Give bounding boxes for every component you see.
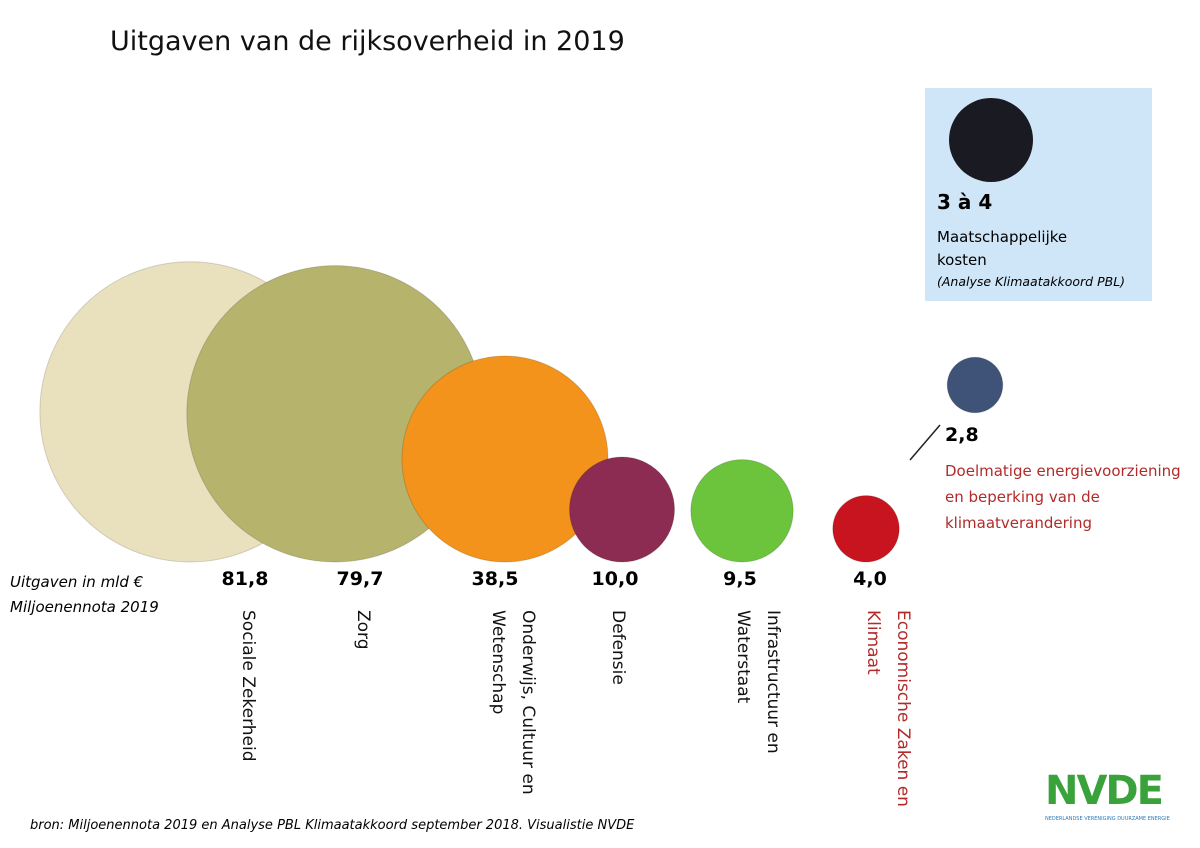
extra-label: Doelmatige energievoorziening en beperki… — [945, 462, 1181, 532]
category-label: Defensie — [608, 610, 628, 685]
fruit — [832, 495, 900, 563]
logo: NVDE — [1045, 768, 1164, 814]
category-label: Infrastructuur en Waterstaat — [733, 610, 783, 754]
value-label: 79,7 — [336, 568, 384, 590]
value-label: 81,8 — [221, 568, 269, 590]
berry-icon — [949, 98, 1033, 182]
chart-title: Uitgaven van de rijksoverheid in 2019 — [110, 26, 625, 57]
box-value: 3 à 4 — [937, 190, 993, 214]
fruit — [690, 459, 794, 563]
category-label: Sociale Zekerheid — [238, 610, 258, 762]
category-label: Zorg — [353, 610, 373, 650]
cost-box: 3 à 4 Maatschappelijke kosten (Analyse K… — [925, 88, 1152, 301]
box-text: Maatschappelijke kosten — [937, 228, 1068, 269]
axis-label-line: Miljoenennota 2019 — [10, 598, 159, 616]
value-label: 10,0 — [591, 568, 639, 590]
fruit — [569, 456, 675, 563]
blackberry — [949, 98, 1033, 182]
value-label: 38,5 — [471, 568, 519, 590]
category-label: Economische Zaken en Klimaat — [863, 610, 913, 807]
category-label: Onderwijs, Cultuur en Wetenschap — [488, 610, 538, 795]
source: bron: Miljoenennota 2019 en Analyse PBL … — [30, 818, 635, 833]
pointer-line — [909, 424, 941, 461]
axis-label-line: Uitgaven in mld € — [10, 573, 144, 591]
axis-label: Uitgaven in mld € Miljoenennota 2019 — [10, 570, 159, 620]
extra-value: 2,8 — [945, 424, 979, 446]
logo-subtitle: NEDERLANDSE VERENIGING DUURZAME ENERGIE — [1045, 816, 1170, 822]
value-label: 9,5 — [723, 568, 757, 590]
fruit — [946, 356, 1004, 414]
box-note: (Analyse Klimaatakkoord PBL) — [937, 274, 1126, 289]
value-label: 4,0 — [853, 568, 887, 590]
